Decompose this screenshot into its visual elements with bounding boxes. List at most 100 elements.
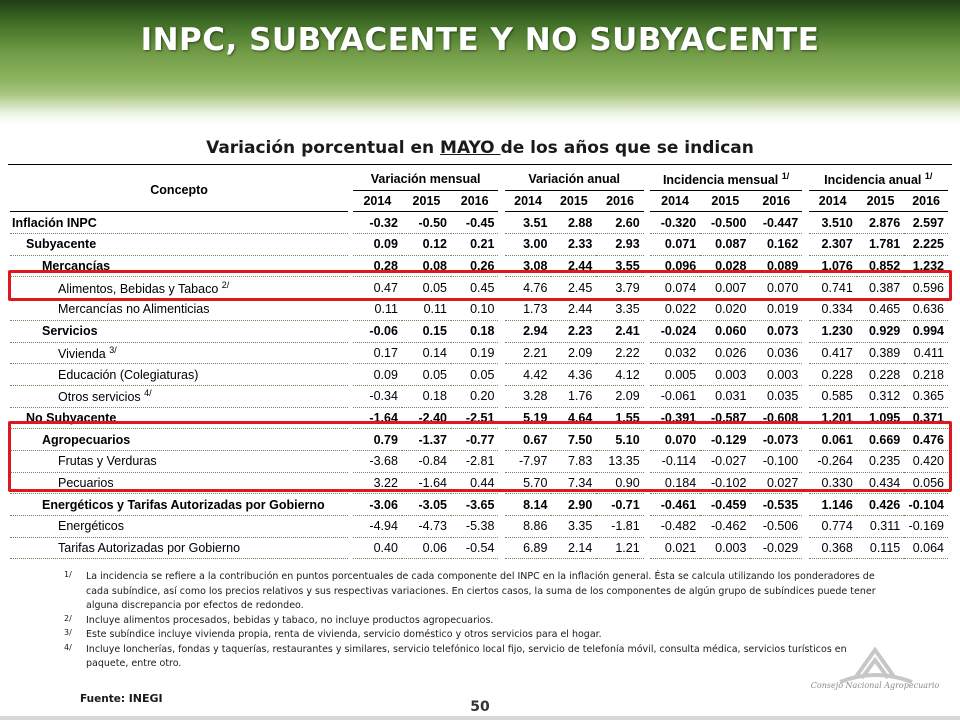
cell-value: 8.86 [504, 515, 552, 538]
concept-header: Concepto [10, 169, 349, 213]
cell-value: 6.89 [504, 537, 552, 560]
cell-value: 0.005 [649, 363, 701, 386]
cell-value: 0.311 [856, 515, 905, 538]
cell-value: 0.636 [904, 298, 948, 321]
cell-value: -0.84 [401, 450, 451, 473]
cell-value: 0.330 [808, 472, 857, 495]
cell-value: 0.11 [352, 298, 402, 321]
table-row: Inflación INPC -0.32 -0.50 -0.45 3.51 2.88 2.6… [10, 211, 948, 235]
table-row: Alimentos, Bebidas y Tabaco 2/0.47 0.05 0.… [10, 276, 948, 300]
header-fade [0, 95, 960, 129]
cell-value: -2.81 [450, 450, 499, 473]
cell-value: -0.50 [401, 211, 451, 235]
cell-value: 3.28 [504, 385, 552, 408]
cell-value: 0.228 [808, 363, 857, 386]
cell-value: 0.056 [904, 472, 948, 495]
cell-value: 0.032 [649, 342, 701, 365]
note-ref: 2/ [221, 279, 230, 290]
cell-value: 0.035 [750, 385, 803, 408]
logo-text: Consejo Nacional Agropecuario [810, 681, 940, 690]
cell-value: 2.60 [596, 211, 644, 235]
cell-value: 0.434 [856, 472, 905, 495]
cell-value: 4.36 [551, 363, 597, 386]
cell-value: 0.061 [808, 428, 857, 451]
cell-value: -3.68 [352, 450, 402, 473]
note-ref: 3/ [109, 344, 117, 355]
cell-value: 2.14 [551, 537, 597, 560]
row-label: Agropecuarios [10, 428, 349, 451]
cell-value: 0.21 [450, 233, 499, 256]
table-row: Tarifas Autorizadas por Gobierno 0.40 0.06… [10, 537, 948, 560]
cell-value: 2.22 [596, 342, 644, 365]
row-label: Pecuarios [10, 472, 349, 495]
cell-value: -0.506 [750, 515, 803, 538]
cell-value: 0.420 [904, 450, 948, 473]
cell-value: 0.05 [401, 363, 451, 386]
source-label: Fuente: [80, 693, 126, 705]
cell-value: 2.94 [504, 320, 552, 343]
cell-value: -0.073 [750, 428, 803, 451]
header-row-years: 2014 2015 2016 2014 2015 2016 2014 2015 2016 2014… [10, 190, 948, 213]
cell-value: 2.876 [856, 211, 905, 235]
cell-value: 0.18 [401, 385, 451, 408]
cell-value: -0.461 [649, 493, 701, 516]
cell-value: 0.064 [904, 537, 948, 560]
row-label: Inflación INPC [10, 211, 349, 235]
inflation-table: Concepto Variación mensual Variación anu… [10, 169, 948, 560]
table-subtitle: Variación porcentual en MAYO de los años… [0, 138, 960, 158]
cell-value: 0.027 [750, 472, 803, 495]
cell-value: 2.21 [504, 342, 552, 365]
cell-value: 1.73 [504, 298, 552, 321]
year-header: 2015 [856, 190, 905, 213]
cell-value: -0.061 [649, 385, 701, 408]
cell-value: 0.44 [450, 472, 499, 495]
cell-value: 8.14 [504, 493, 552, 516]
cell-value: -0.024 [649, 320, 701, 343]
footnote: 1/La incidencia se refiere a la contribu… [64, 570, 884, 614]
cell-value: 5.70 [504, 472, 552, 495]
cell-value: 0.071 [649, 233, 701, 256]
row-label: Subyacente [10, 233, 349, 256]
cell-value: 1.21 [596, 537, 644, 560]
cell-value: 0.585 [808, 385, 857, 408]
row-label: Mercancías no Alimenticias [10, 298, 349, 321]
cell-value: 2.45 [551, 276, 597, 300]
cell-value: -0.029 [750, 537, 803, 560]
cell-value: 3.00 [504, 233, 552, 256]
cell-value: -0.459 [700, 493, 751, 516]
table-row: Subyacente 0.09 0.12 0.21 3.00 2.33 2.93 0.071 0… [10, 233, 948, 256]
page-number: 50 [470, 699, 490, 715]
subtitle-month: MAYO [440, 138, 501, 158]
cell-value: 0.031 [700, 385, 751, 408]
cell-value: 0.11 [401, 298, 451, 321]
cell-value: 7.83 [551, 450, 597, 473]
cell-value: 3.51 [504, 211, 552, 235]
cell-value: 2.41 [596, 320, 644, 343]
subtitle-prefix: Variación porcentual en [206, 138, 441, 158]
cell-value: 2.09 [551, 342, 597, 365]
cell-value: 0.14 [401, 342, 451, 365]
cell-value: 0.312 [856, 385, 905, 408]
cell-value: -0.77 [450, 428, 499, 451]
cell-value: 3.35 [551, 515, 597, 538]
cell-value: -0.500 [700, 211, 751, 235]
footnote-mark: 2/ [64, 613, 72, 623]
cell-value: 0.020 [700, 298, 751, 321]
table-row: Pecuarios 3.22 -1.64 0.44 5.70 7.34 0.90 0.184-… [10, 472, 948, 495]
row-label: Educación (Colegiaturas) [10, 363, 349, 386]
group-header-variacion-mensual: Variación mensual [352, 169, 499, 191]
footnote: 2/Incluye alimentos procesados, bebidas … [64, 614, 884, 629]
cell-value: -0.104 [904, 493, 948, 516]
note-ref: 1/ [781, 171, 790, 182]
footnote-text: Incluye loncherías, fondas y taquerías, … [86, 643, 847, 670]
year-header: 2015 [401, 190, 451, 213]
cell-value: 0.19 [450, 342, 499, 365]
year-header: 2014 [352, 190, 402, 213]
cell-value: -0.06 [352, 320, 402, 343]
note-ref: 1/ [924, 171, 933, 182]
cell-value: -0.102 [700, 472, 751, 495]
table-row: Vivienda 3/0.17 0.14 0.19 2.21 2.09 2.22 0.032… [10, 342, 948, 365]
source-line: Fuente: INEGI [80, 692, 163, 705]
cell-value: 2.93 [596, 233, 644, 256]
cell-value: 0.019 [750, 298, 803, 321]
